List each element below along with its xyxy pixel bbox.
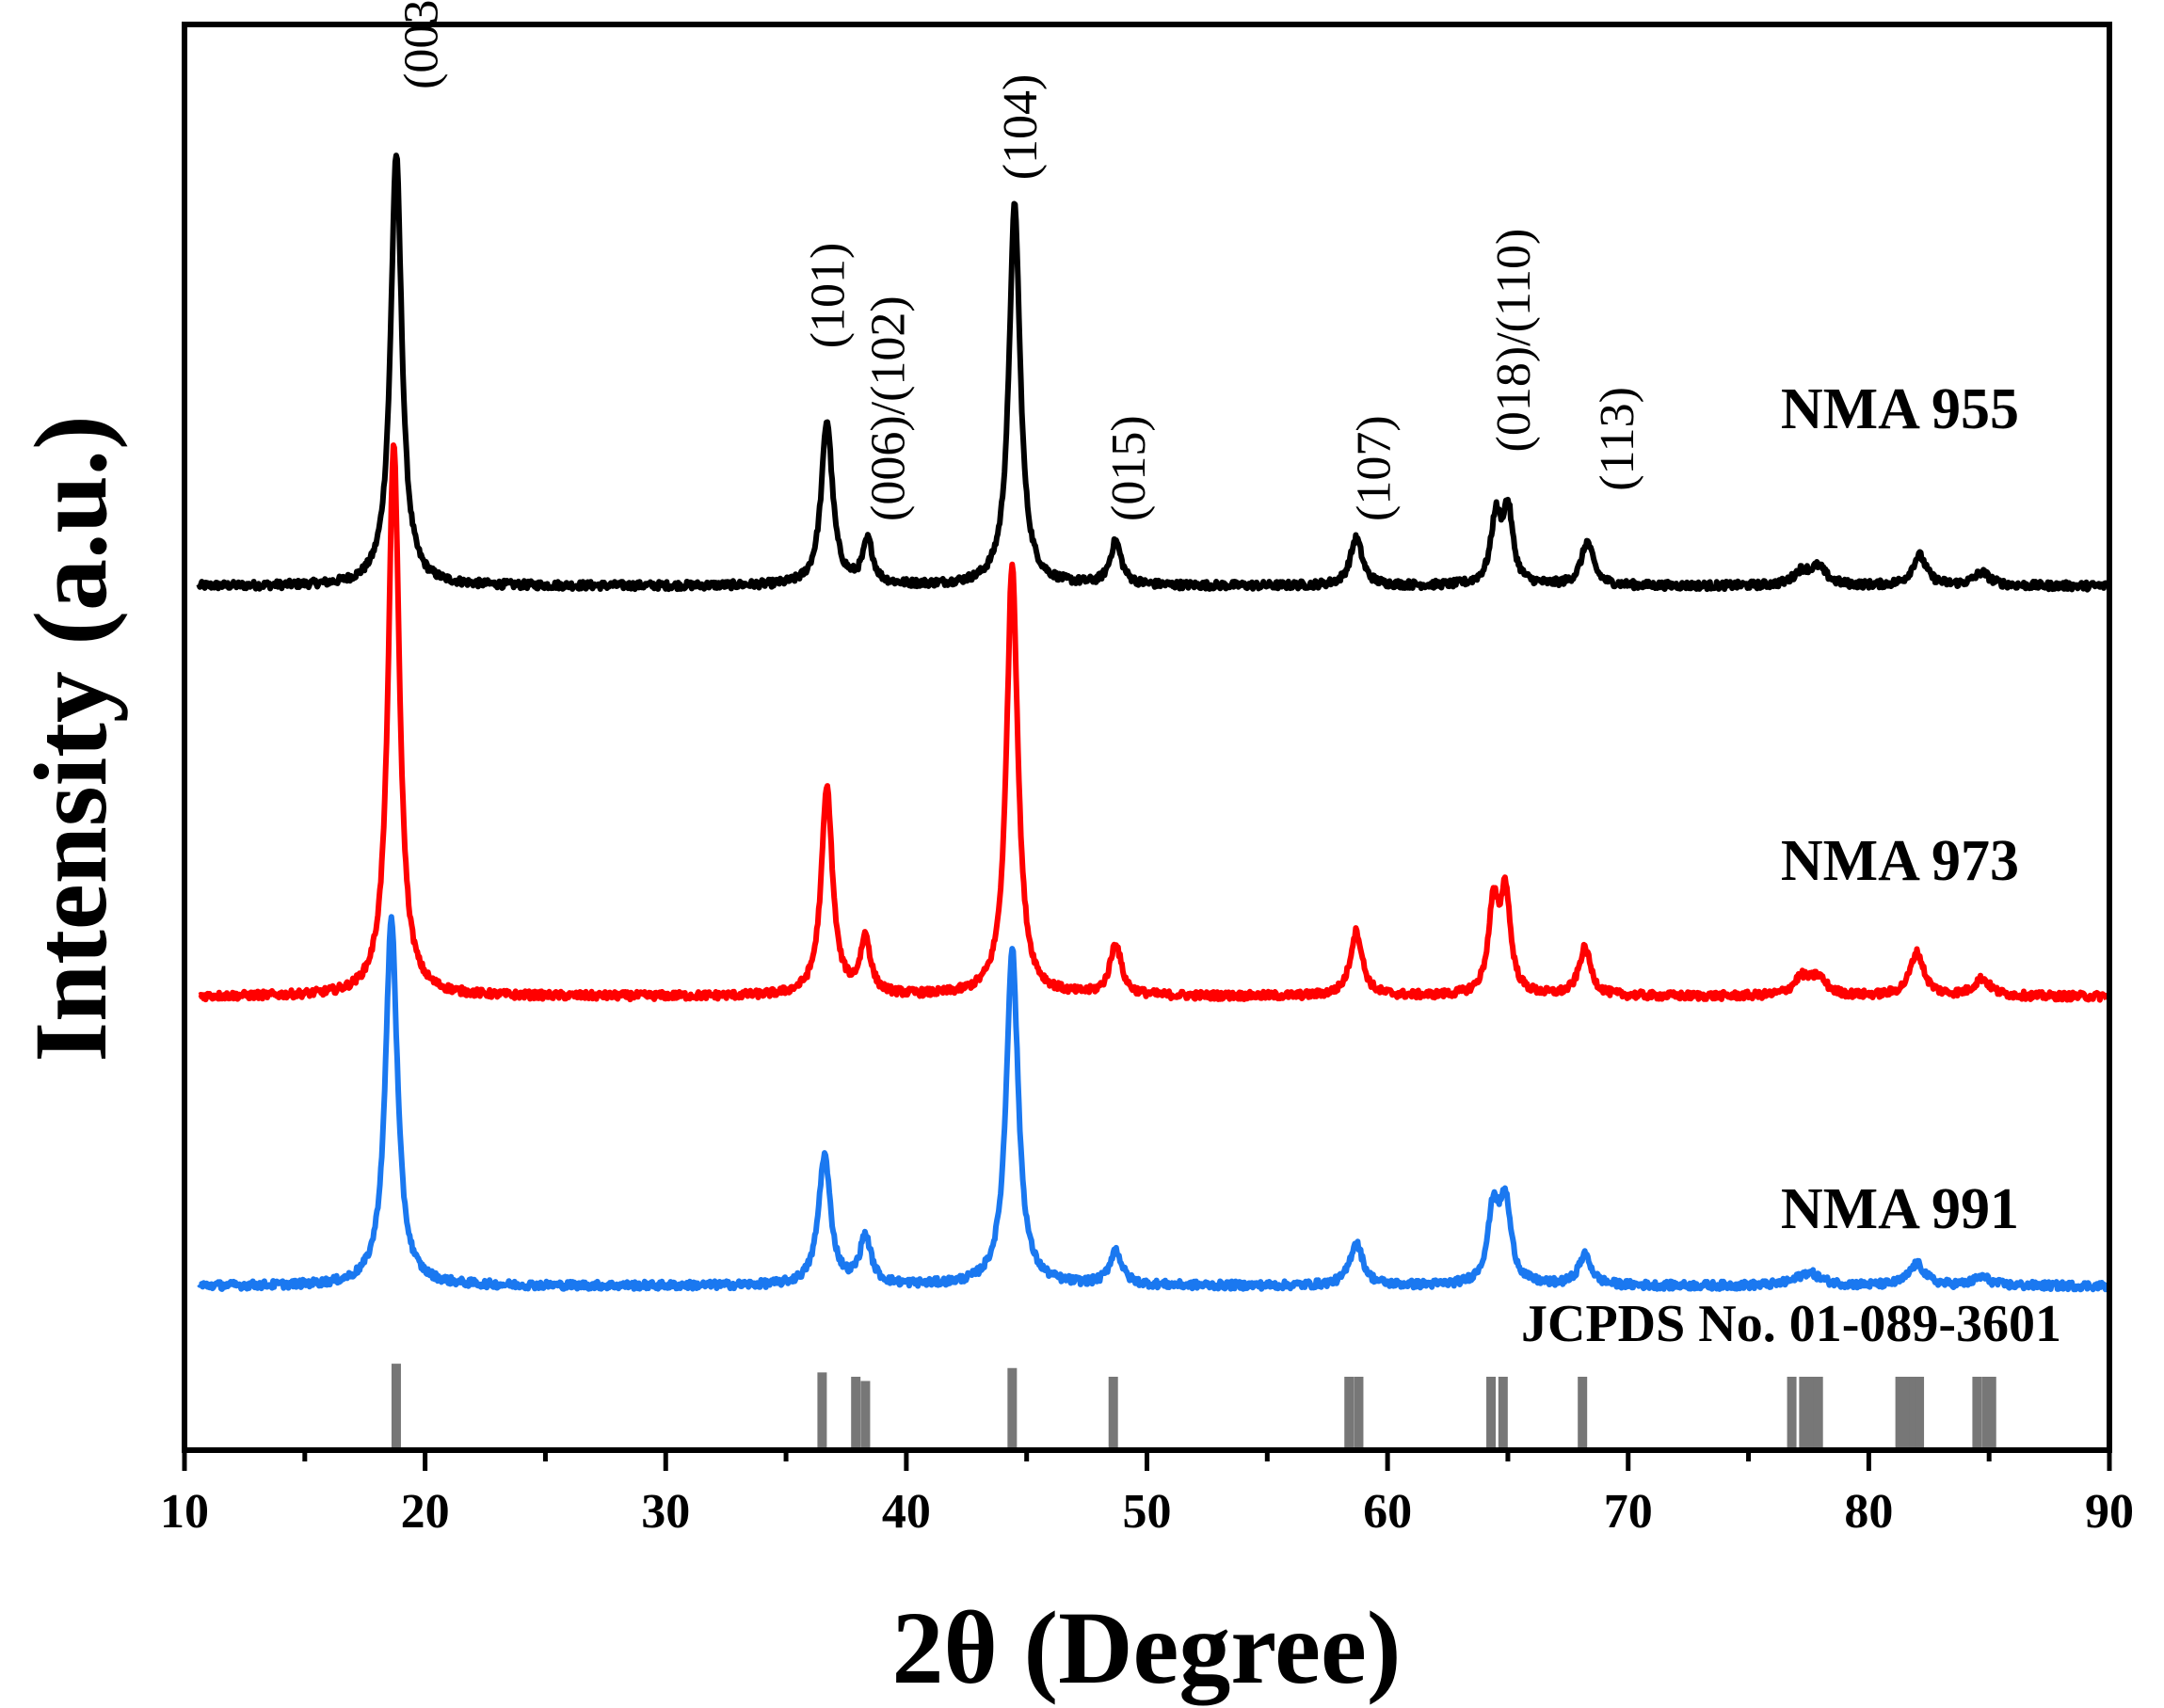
reference-pattern [396,1364,1992,1450]
peak-label-113: (113) [1591,387,1644,491]
labels: NMA 955 NMA 973 NMA 991 JCPDS No. 01-089-36… [394,0,2061,1353]
x-tick-label-10: 10 [160,1485,209,1539]
x-tick-label-90: 90 [2085,1485,2134,1539]
series-label-nma-991: NMA 991 [1781,1177,2019,1241]
peak-label-015: (015) [1102,415,1156,521]
x-axis-title: 2θ (Degree) [892,1590,1402,1705]
reference-label: JCPDS No. 01-089-3601 [1521,1295,2061,1353]
x-tick-label-70: 70 [1604,1485,1653,1539]
x-tick-label-20: 20 [401,1485,450,1539]
x-axis-ticks: 10 20 30 40 50 60 70 80 90 [160,1450,2134,1539]
x-tick-label-50: 50 [1123,1485,1172,1539]
peak-label-003: (003) [394,0,448,89]
x-tick-label-80: 80 [1844,1485,1893,1539]
series-line-nma-973 [199,445,2107,1000]
peak-label-018-110: (018)/(110) [1487,229,1541,453]
x-tick-label-30: 30 [641,1485,690,1539]
peak-label-101: (101) [801,243,855,349]
x-tick-label-60: 60 [1363,1485,1412,1539]
peak-label-104: (104) [994,74,1048,181]
peak-label-006-102: (006)/(102) [861,295,915,521]
x-tick-label-40: 40 [882,1485,931,1539]
peak-label-107: (107) [1348,415,1402,521]
series-label-nma-955: NMA 955 [1781,377,2019,441]
series-label-nma-973: NMA 973 [1781,829,2019,893]
xrd-chart: 10 20 30 40 50 60 70 80 90 NMA 955 NMA 973 NMA 991… [0,0,2164,1708]
y-axis-title: Intensity (a.u.) [13,415,128,1062]
series-layer [199,155,2107,1289]
series-line-nma-955 [199,155,2107,589]
